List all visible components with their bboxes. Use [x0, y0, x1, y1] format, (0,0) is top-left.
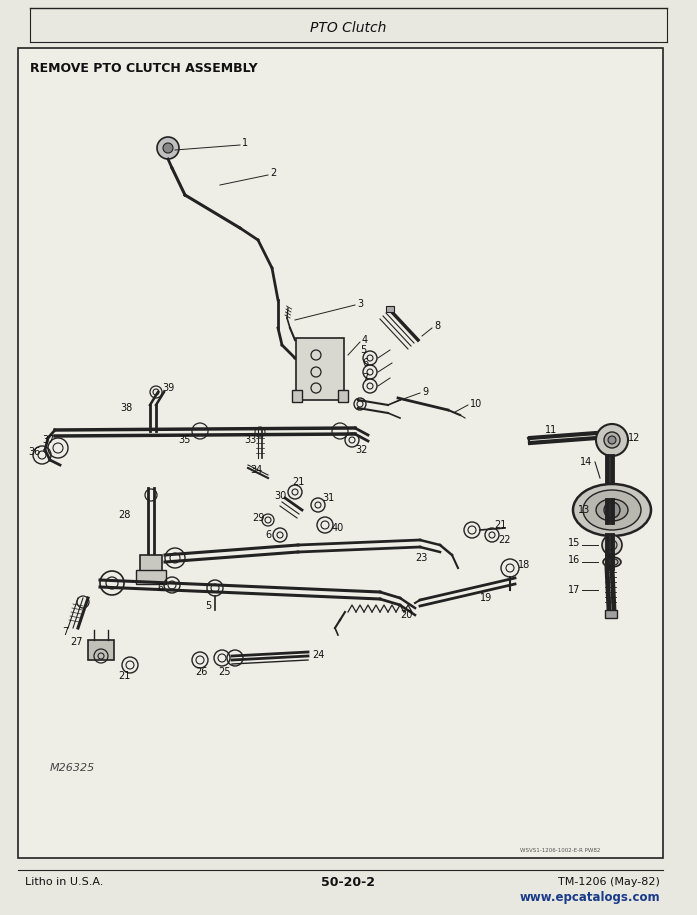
Ellipse shape: [603, 557, 621, 567]
Text: 33: 33: [244, 435, 256, 445]
Text: 15: 15: [568, 538, 581, 548]
Circle shape: [607, 540, 617, 550]
Text: 17: 17: [568, 585, 581, 595]
Text: 32: 32: [355, 445, 367, 455]
Text: 6: 6: [362, 358, 368, 368]
Text: 30: 30: [274, 491, 286, 501]
Text: 11: 11: [545, 425, 557, 435]
Ellipse shape: [606, 558, 618, 565]
Text: Litho in U.S.A.: Litho in U.S.A.: [25, 877, 103, 887]
Circle shape: [602, 535, 622, 555]
Circle shape: [604, 502, 620, 518]
Bar: [18, 48, 663, 858]
Text: 6: 6: [265, 530, 271, 540]
Bar: [386, 306, 394, 312]
Text: 27: 27: [70, 637, 82, 647]
Circle shape: [163, 143, 173, 153]
Text: 7: 7: [62, 627, 68, 637]
Bar: [140, 555, 162, 573]
Text: 40: 40: [332, 523, 344, 533]
Text: 1: 1: [242, 138, 248, 148]
Text: 16: 16: [568, 555, 580, 565]
Text: PTO Clutch: PTO Clutch: [309, 21, 386, 35]
Text: 38: 38: [120, 403, 132, 413]
Text: 36: 36: [28, 447, 40, 457]
Text: 39: 39: [162, 383, 174, 393]
Text: 22: 22: [498, 535, 510, 545]
Text: 5: 5: [205, 601, 211, 611]
Text: 34: 34: [250, 465, 262, 475]
Text: 24: 24: [312, 650, 324, 660]
Text: 2: 2: [270, 168, 276, 178]
Text: 21: 21: [494, 520, 507, 530]
Text: 37: 37: [42, 435, 54, 445]
Bar: [605, 610, 617, 618]
Text: 21: 21: [118, 671, 130, 681]
Text: 28: 28: [118, 510, 130, 520]
Text: 50-20-2: 50-20-2: [321, 876, 375, 888]
Text: 5: 5: [360, 345, 366, 355]
Text: 10: 10: [470, 399, 482, 409]
Text: 19: 19: [480, 593, 492, 603]
Bar: [292, 390, 302, 402]
Text: 35: 35: [178, 435, 190, 445]
Bar: [296, 338, 344, 400]
Text: 12: 12: [628, 433, 641, 443]
Ellipse shape: [583, 490, 641, 530]
Text: 20: 20: [400, 610, 413, 620]
Text: 13: 13: [578, 505, 590, 515]
Text: WSVS1-1206-1002-E-R PW82: WSVS1-1206-1002-E-R PW82: [520, 847, 600, 853]
Text: 29: 29: [252, 513, 264, 523]
Text: 18: 18: [518, 560, 530, 570]
Text: 8: 8: [434, 321, 440, 331]
Text: REMOVE PTO CLUTCH ASSEMBLY: REMOVE PTO CLUTCH ASSEMBLY: [30, 61, 258, 74]
Text: 25: 25: [218, 667, 231, 677]
Text: 26: 26: [195, 667, 208, 677]
Bar: [338, 390, 348, 402]
Text: TM-1206 (May-82): TM-1206 (May-82): [558, 877, 660, 887]
Circle shape: [596, 424, 628, 456]
Text: 21: 21: [292, 477, 305, 487]
Text: 4: 4: [362, 335, 368, 345]
Ellipse shape: [573, 484, 651, 536]
Bar: [88, 640, 114, 660]
Text: 7: 7: [362, 373, 368, 383]
Text: 14: 14: [580, 457, 592, 467]
Text: 9: 9: [422, 387, 428, 397]
Text: 23: 23: [415, 553, 427, 563]
Circle shape: [604, 432, 620, 448]
Text: www.epcatalogs.com: www.epcatalogs.com: [519, 891, 660, 905]
Text: 6: 6: [157, 583, 163, 593]
Text: 3: 3: [357, 299, 363, 309]
Ellipse shape: [596, 499, 628, 521]
Text: M26325: M26325: [50, 763, 95, 773]
Bar: [136, 570, 166, 584]
Circle shape: [608, 436, 616, 444]
Text: 31: 31: [322, 493, 335, 503]
Circle shape: [157, 137, 179, 159]
